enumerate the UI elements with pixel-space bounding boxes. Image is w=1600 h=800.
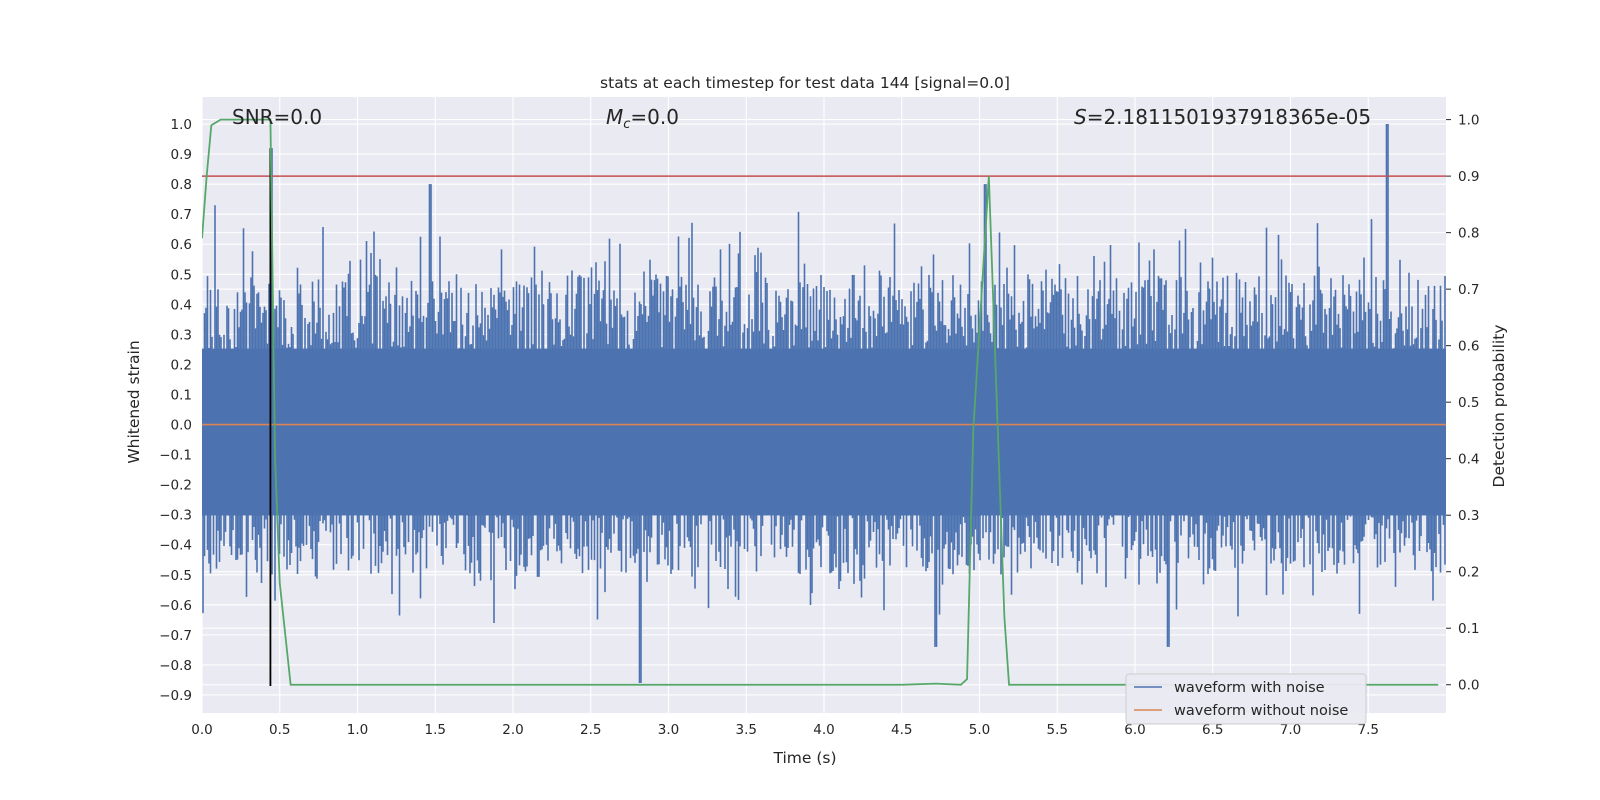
y2-tick-label: 0.6 <box>1458 339 1479 355</box>
x-tick-label: 3.0 <box>658 722 679 738</box>
y2-tick-label: 0.2 <box>1458 565 1479 581</box>
y-axis-label: Whitened strain <box>125 340 143 463</box>
x-tick-label: 1.0 <box>347 722 368 738</box>
x-tick-label: 5.5 <box>1047 722 1068 738</box>
y-tick-label: 0.7 <box>171 207 192 223</box>
y-tick-label: −0.8 <box>159 658 192 674</box>
y2-axis-label: Detection probability <box>1490 325 1508 488</box>
x-axis-ticks: 0.0 0.5 1.0 1.5 2.0 2.5 3.0 3.5 4.0 4.5 5.0 5.5 6.0 6… <box>191 722 1379 738</box>
y-tick-label: 1.0 <box>171 117 192 133</box>
x-tick-label: 7.5 <box>1358 722 1379 738</box>
y-tick-label: −0.6 <box>159 598 192 614</box>
x-tick-label: 3.5 <box>736 722 757 738</box>
y-tick-label: 0.0 <box>171 418 192 434</box>
y-tick-label: 0.3 <box>171 327 192 343</box>
y-tick-label: −0.4 <box>159 538 192 554</box>
y-tick-label: 0.2 <box>171 357 192 373</box>
x-tick-label: 1.5 <box>425 722 446 738</box>
legend-box <box>1125 673 1367 725</box>
legend-label-clean: waveform without noise <box>1174 703 1348 719</box>
y2-tick-label: 0.4 <box>1458 452 1479 468</box>
y2-tick-label: 0.5 <box>1458 395 1479 411</box>
series-waveform-with-noise <box>202 124 1446 683</box>
y-tick-label: 0.1 <box>171 387 192 403</box>
x-tick-label: 2.0 <box>502 722 523 738</box>
x-axis-label: Time (s) <box>772 749 836 767</box>
chart-title: stats at each timestep for test data 144… <box>600 74 1010 92</box>
chirp-mass-annotation: Mc=0.0 <box>606 105 679 132</box>
x-tick-label: 4.5 <box>891 722 912 738</box>
y-tick-label: −0.7 <box>159 628 192 644</box>
y2-axis-ticks: 1.0 0.9 0.8 0.7 0.6 0.5 0.4 0.3 0.2 0.1 0.0 <box>1446 113 1479 694</box>
y-tick-label: −0.5 <box>159 568 192 584</box>
y-tick-label: −0.3 <box>159 508 192 524</box>
y-tick-label: 0.9 <box>171 147 192 163</box>
x-tick-label: 6.0 <box>1124 722 1145 738</box>
y-tick-label: −0.1 <box>159 448 192 464</box>
y-axis-ticks: 1.0 0.9 0.8 0.7 0.6 0.5 0.4 0.3 0.2 0.1 0.0 −0.1 −0.… <box>159 117 192 704</box>
y2-tick-label: 0.8 <box>1458 226 1479 242</box>
x-tick-label: 7.0 <box>1280 722 1301 738</box>
y-tick-label: 0.5 <box>171 267 192 283</box>
y-tick-label: 0.6 <box>171 237 192 253</box>
y2-tick-label: 1.0 <box>1458 113 1479 129</box>
x-tick-label: 0.0 <box>191 722 212 738</box>
series-detection-probability <box>202 118 1439 686</box>
y2-tick-label: 0.3 <box>1458 508 1479 524</box>
y-tick-label: 0.4 <box>171 297 192 313</box>
y2-tick-label: 0.7 <box>1458 282 1479 298</box>
s-annotation: S=2.1811501937918365e-05 <box>1074 105 1371 129</box>
y-tick-label: −0.2 <box>159 478 192 494</box>
x-tick-label: 4.0 <box>813 722 834 738</box>
x-tick-label: 2.5 <box>580 722 601 738</box>
x-tick-label: 5.0 <box>969 722 990 738</box>
legend-label-noise: waveform with noise <box>1174 680 1325 696</box>
legend: waveform with noise waveform without noi… <box>1125 673 1367 725</box>
y-tick-label: 0.8 <box>171 177 192 193</box>
y2-tick-label: 0.0 <box>1458 678 1479 694</box>
y-tick-label: −0.9 <box>159 688 192 704</box>
x-tick-label: 0.5 <box>269 722 290 738</box>
x-tick-label: 6.5 <box>1202 722 1223 738</box>
y2-tick-label: 0.1 <box>1458 621 1479 637</box>
y2-tick-label: 0.9 <box>1458 169 1479 185</box>
snr-annotation: SNR=0.0 <box>232 105 322 129</box>
noise-core <box>202 348 1446 516</box>
